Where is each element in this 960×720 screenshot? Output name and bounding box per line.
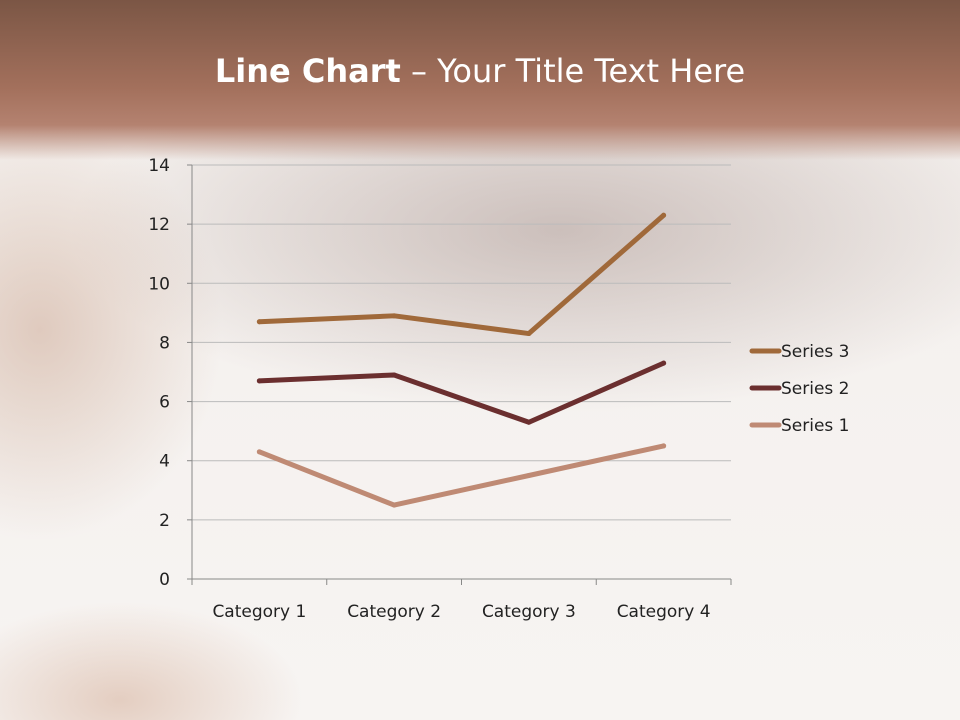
title-rest: – Your Title Text Here	[400, 52, 746, 90]
legend-label: Series 3	[781, 342, 850, 362]
x-tick-label: Category 1	[212, 602, 306, 622]
data-point	[256, 378, 262, 384]
data-point	[391, 502, 397, 508]
data-point	[526, 419, 532, 425]
data-point	[256, 319, 262, 325]
y-tick-label: 2	[159, 511, 170, 531]
y-tick-label: 8	[159, 333, 170, 353]
data-point	[661, 212, 667, 218]
series-line-3	[256, 212, 667, 337]
legend-label: Series 1	[781, 416, 850, 436]
y-tick-label: 4	[159, 452, 170, 472]
series-line-1	[256, 443, 667, 508]
data-point	[661, 443, 667, 449]
y-tick-label: 0	[159, 570, 170, 590]
data-point	[391, 313, 397, 319]
legend-label: Series 2	[781, 379, 850, 399]
y-tick-label: 14	[148, 156, 170, 176]
series-line-2	[256, 360, 667, 425]
data-point	[256, 449, 262, 455]
x-tick-label: Category 3	[482, 602, 576, 622]
y-tick-label: 10	[148, 274, 170, 294]
data-point	[661, 360, 667, 366]
data-point	[526, 331, 532, 337]
data-point	[526, 473, 532, 478]
y-tick-label: 12	[148, 215, 170, 235]
data-point	[391, 372, 397, 378]
x-tick-label: Category 4	[617, 602, 711, 622]
title-bold: Line Chart	[214, 52, 401, 90]
x-tick-label: Category 2	[347, 602, 441, 622]
y-tick-label: 6	[159, 393, 170, 413]
slide-title: Line Chart – Your Title Text Here	[0, 52, 960, 90]
title-band	[0, 0, 960, 160]
